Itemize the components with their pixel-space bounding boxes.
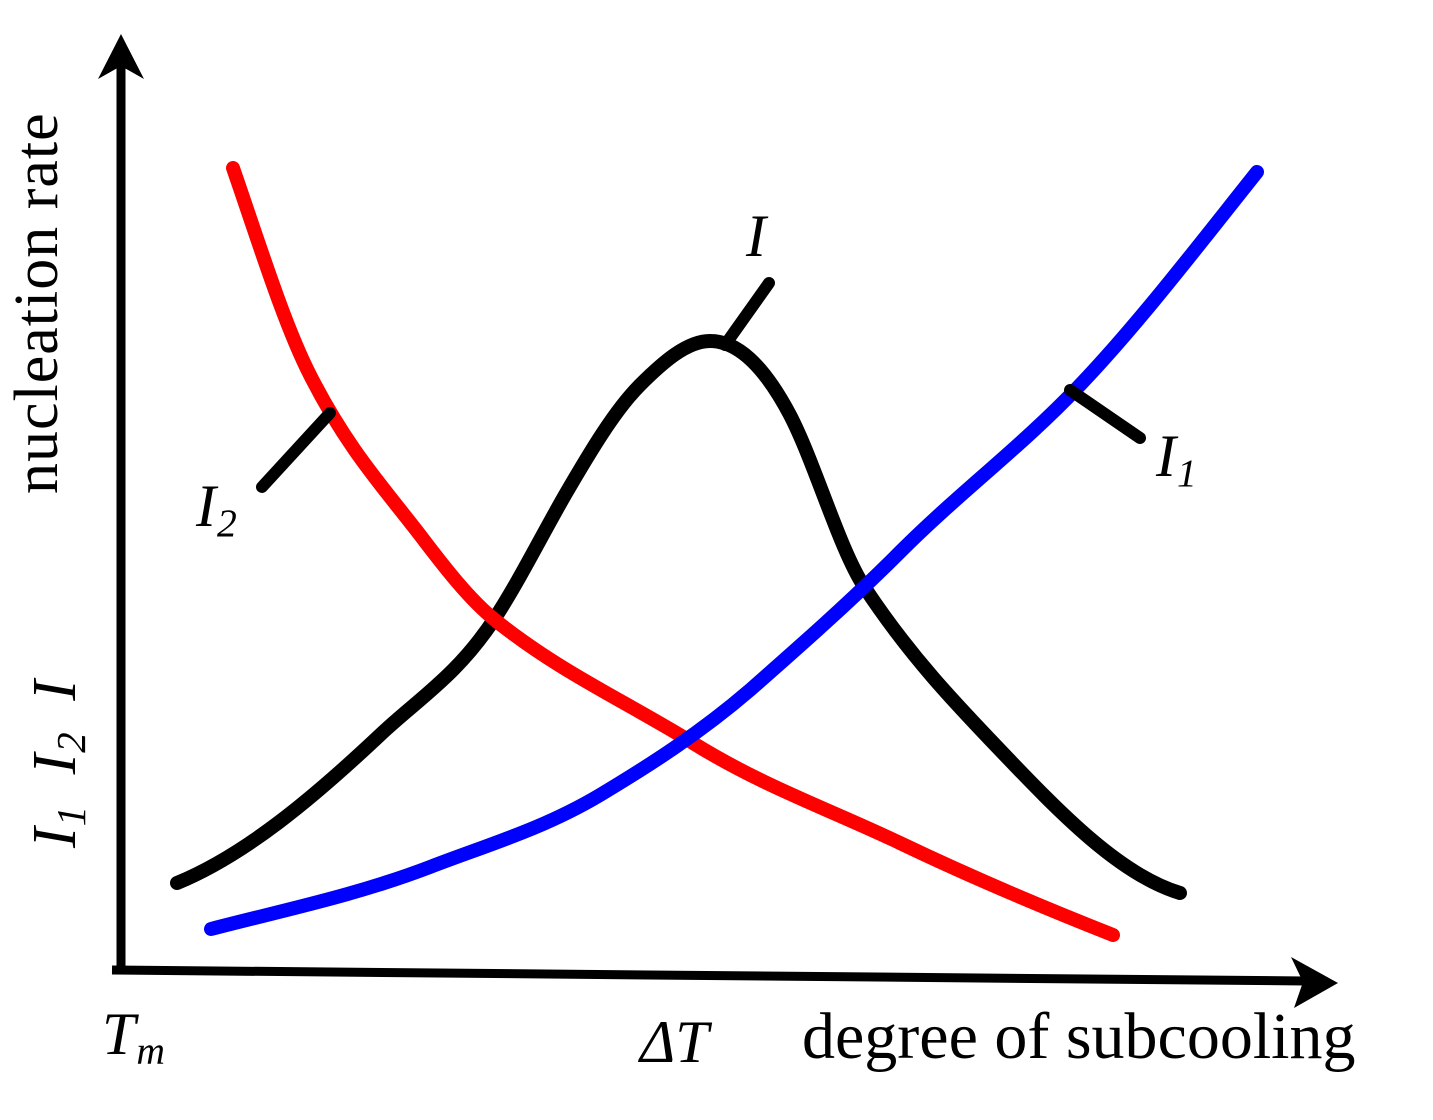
y-series-i-base: I [21,680,89,701]
curve-label-I-base: I [746,203,766,269]
delta-t-base: ΔT [640,1009,709,1075]
origin-label-sub: m [136,1028,165,1073]
leader-line-I2 [256,407,336,493]
y-series-i2-base: I [21,753,89,775]
y-series-label-i: I [21,679,89,701]
curve-label-I: I [746,206,766,266]
curve-label-I2-sub: 2 [216,500,237,545]
y-axis-arrowhead-icon [98,34,144,79]
x-axis-label: degree of subcooling [802,1000,1356,1073]
origin-tick-label: Tm [102,1001,165,1070]
y-series-i1-base: I [21,827,89,848]
origin-label-base: T [102,1001,136,1067]
curve-label-I1-base: I [1156,423,1176,489]
curve-label-I2: I2 [196,473,237,542]
curve-I2 [226,161,1120,942]
y-axis-label: nucleation rate [3,112,71,494]
y-axis-series-label: I1 I2 I [21,679,94,848]
curve-I1 [204,165,1264,936]
y-series-i1-sub: 1 [48,805,94,827]
x-axis-arrowhead-icon [1291,957,1338,1008]
curve-label-I1-sub: 1 [1176,450,1197,495]
curve-label-I2-base: I [196,473,216,539]
curve-I [170,333,1187,900]
y-series-label-i1: I1 [21,806,94,848]
curve-label-I1: I1 [1156,423,1197,492]
delta-t-tick-label: ΔT [640,1012,709,1072]
y-series-label-i2: I2 [21,732,94,775]
x-axis-line [111,965,1306,986]
leader-line-I [719,277,775,351]
y-series-i2-sub: 2 [48,732,94,753]
leader-line-I1 [1064,384,1146,444]
